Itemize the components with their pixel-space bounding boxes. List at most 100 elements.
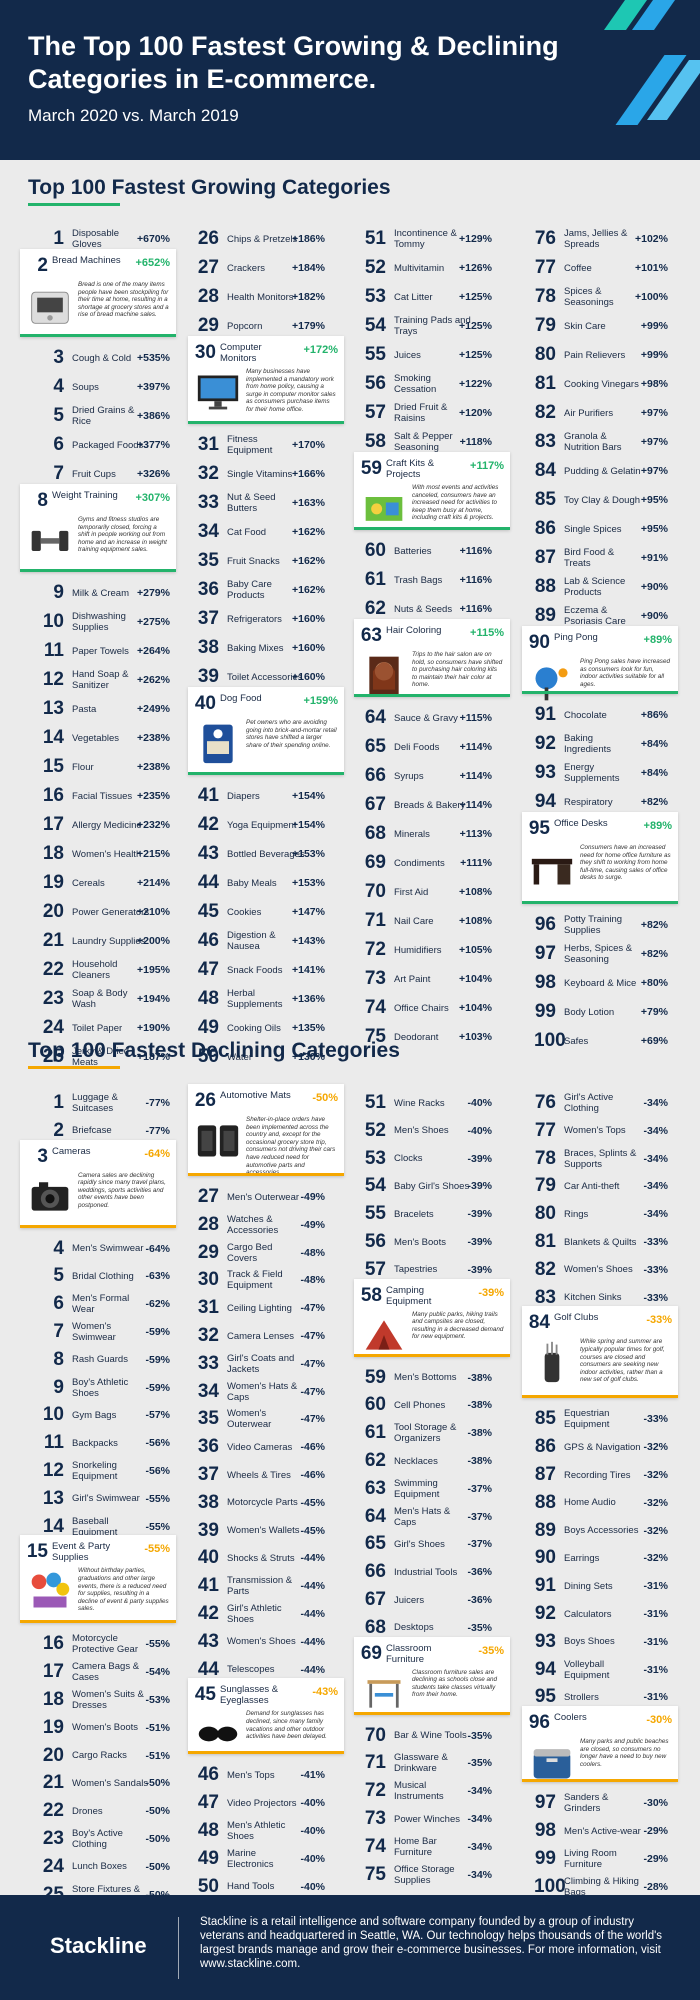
- change-value: -32%: [643, 1441, 668, 1454]
- featured-card: 45 Sunglasses & Eyeglasses -43% Demand for …: [188, 1678, 344, 1755]
- list-item: 49 Marine Electronics -40%: [197, 1844, 325, 1874]
- rank-number: 22: [42, 1800, 64, 1822]
- change-value: +90%: [640, 610, 668, 622]
- change-value: +166%: [292, 468, 325, 480]
- list-item: 33 Nut & Seed Butters +163%: [197, 488, 325, 518]
- category-description: Demand for sunglasses has declined, sinc…: [246, 1710, 327, 1741]
- change-value: +160%: [292, 642, 325, 654]
- rank-number: 88: [534, 1491, 556, 1513]
- golf-bag-icon: [544, 1342, 560, 1383]
- category-name: Boys Accessories: [564, 1525, 639, 1537]
- list-item: 23 Boy's Active Clothing -50%: [42, 1824, 170, 1854]
- change-value: -50%: [145, 1833, 170, 1845]
- rank-number: 8: [53, 1348, 64, 1370]
- category-name: Potty Training Supplies: [564, 914, 623, 936]
- category-name: Humidifiers: [394, 944, 442, 956]
- category-name: Allergy Medicine: [72, 819, 142, 831]
- list-item: 55 Bracelets -39%: [364, 1199, 492, 1229]
- list-item: 71 Nail Care +108%: [364, 906, 492, 936]
- list-item: 18 Women's Suits & Dresses -53%: [42, 1685, 170, 1715]
- change-value: +120%: [459, 407, 492, 419]
- rank-number: 27: [197, 1186, 219, 1207]
- rank-number: 26: [194, 1090, 216, 1111]
- category-name: Tapestries: [394, 1264, 438, 1276]
- rank-number: 21: [42, 930, 64, 951]
- change-value: -64%: [145, 1242, 170, 1255]
- list-item: 10 Dishwashing Supplies +275%: [42, 607, 170, 637]
- change-value: +182%: [292, 291, 325, 303]
- rank-number: 18: [42, 1689, 64, 1710]
- rank-number: 45: [194, 1684, 216, 1706]
- category-name: Women's Outerwear: [227, 1408, 272, 1431]
- rank-number: 60: [364, 1394, 386, 1416]
- list-item: 82 Women's Shoes -33%: [534, 1255, 668, 1285]
- list-item: 89 Boys Accessories -32%: [534, 1516, 668, 1546]
- rank-number: 30: [194, 342, 216, 363]
- rank-number: 85: [534, 489, 556, 510]
- list-item: 38 Motorcycle Parts -45%: [197, 1488, 325, 1518]
- change-value: +84%: [640, 738, 668, 750]
- category-description: Pet owners who are avoiding going into b…: [246, 719, 337, 749]
- tent-icon: [365, 1319, 403, 1350]
- category-name: Soups: [72, 381, 99, 393]
- category-name: Wheels & Tires: [227, 1469, 291, 1481]
- growing-title-underline: [28, 203, 120, 206]
- category-name: Bridal Clothing: [72, 1270, 134, 1282]
- category-description: Trips to the hair salon are on hold, so …: [412, 651, 503, 689]
- change-value: +153%: [292, 848, 325, 860]
- change-value: -39%: [467, 1208, 492, 1221]
- list-item: 28 Health Monitors +182%: [197, 282, 325, 312]
- list-item: 70 First Aid +108%: [364, 877, 492, 907]
- rank-number: 52: [364, 1119, 386, 1141]
- list-item: 58 Salt & Pepper Seasoning +118%: [364, 427, 492, 457]
- rank-number: 40: [197, 1547, 219, 1569]
- list-item: 67 Breads & Bakery +114%: [364, 790, 492, 820]
- category-name: Kitchen Sinks: [564, 1292, 622, 1304]
- change-value: -43%: [312, 1686, 338, 1699]
- rank-number: 98: [534, 972, 556, 993]
- category-name: Juices: [394, 349, 421, 361]
- rank-number: 88: [534, 576, 556, 597]
- category-name: Sauce & Gravy: [394, 712, 458, 724]
- category-name: Incontinence & Tommy: [394, 228, 457, 250]
- list-item: 76 Girl's Active Clothing -34%: [534, 1088, 668, 1118]
- list-item: 83 Kitchen Sinks -33%: [534, 1283, 668, 1313]
- category-name: Smoking Cessation: [394, 373, 437, 395]
- category-name: Blankets & Quilts: [564, 1236, 637, 1248]
- list-item: 74 Office Chairs +104%: [364, 993, 492, 1023]
- change-value: +82%: [640, 919, 668, 931]
- category-name: Car Anti-theft: [564, 1180, 620, 1192]
- list-item: 19 Women's Boots -51%: [42, 1713, 170, 1743]
- change-value: +115%: [470, 627, 504, 639]
- featured-card: 2 Bread Machines +652% Bread is one of the …: [20, 249, 176, 337]
- change-value: +125%: [459, 291, 492, 303]
- change-value: +397%: [137, 381, 170, 393]
- rank-number: 19: [42, 872, 64, 893]
- change-value: +103%: [459, 1031, 492, 1043]
- category-name: Climbing & Hiking Bags: [564, 1875, 639, 1898]
- category-name: Computer Monitors: [220, 342, 262, 364]
- list-item: 47 Snack Foods +141%: [197, 955, 325, 985]
- category-name: Women's Tops: [564, 1125, 626, 1137]
- featured-card: 8 Weight Training +307% Gyms and fitness st…: [20, 484, 176, 572]
- category-name: Living Room Furniture: [564, 1847, 617, 1870]
- list-item: 72 Musical Instruments -34%: [364, 1776, 492, 1806]
- list-item: 10 Gym Bags -57%: [42, 1400, 170, 1430]
- category-name: Packaged Foods: [72, 439, 144, 451]
- change-value: -55%: [145, 1638, 170, 1651]
- category-name: Dog Food: [220, 693, 262, 704]
- list-item: 6 Men's Formal Wear -62%: [42, 1289, 170, 1319]
- change-value: +91%: [640, 552, 668, 564]
- rank-number: 12: [42, 669, 64, 690]
- category-description: Many parks and public beaches are closed…: [580, 1738, 669, 1768]
- list-item: 86 Single Spices +95%: [534, 514, 668, 544]
- rank-number: 5: [53, 1265, 64, 1287]
- card-accent-bar: [354, 527, 510, 530]
- category-name: Luggage & Suitcases: [72, 1092, 118, 1114]
- category-name: Nut & Seed Butters: [227, 492, 276, 514]
- list-item: 19 Cereals +214%: [42, 868, 170, 898]
- change-value: -31%: [643, 1635, 668, 1648]
- category-name: Power Winches: [394, 1813, 460, 1825]
- category-name: Crackers: [227, 262, 266, 274]
- change-value: -44%: [300, 1663, 325, 1676]
